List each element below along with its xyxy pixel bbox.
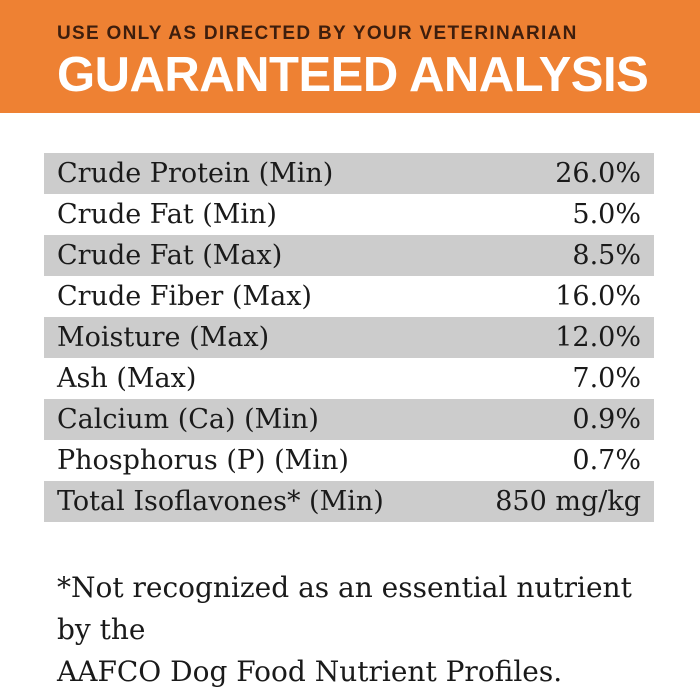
nutrient-value: 26.0% — [555, 158, 641, 189]
nutrient-label: Ash (Max) — [57, 363, 197, 394]
banner: USE ONLY AS DIRECTED BY YOUR VETERINARIA… — [0, 0, 700, 113]
table-row: Ash (Max) 7.0% — [44, 358, 654, 399]
footnote-line-2: AAFCO Dog Food Nutrient Profiles. — [57, 655, 563, 688]
nutrient-label: Moisture (Max) — [57, 322, 270, 353]
nutrient-value: 8.5% — [572, 240, 641, 271]
nutrient-value: 5.0% — [572, 199, 641, 230]
nutrient-value: 7.0% — [572, 363, 641, 394]
footnote-line-1: *Not recognized as an essential nutrient… — [57, 571, 632, 646]
table-row: Calcium (Ca) (Min) 0.9% — [44, 399, 654, 440]
nutrient-value: 0.9% — [572, 404, 641, 435]
table-row: Crude Fat (Min) 5.0% — [44, 194, 654, 235]
table-row: Crude Fiber (Max) 16.0% — [44, 276, 654, 317]
nutrient-label: Crude Fat (Min) — [57, 199, 277, 230]
veterinarian-directive-text: USE ONLY AS DIRECTED BY YOUR VETERINARIA… — [57, 23, 578, 44]
table-row: Crude Protein (Min) 26.0% — [44, 153, 654, 194]
nutrient-label: Crude Protein (Min) — [57, 158, 334, 189]
table-row: Phosphorus (P) (Min) 0.7% — [44, 440, 654, 481]
nutrient-value: 16.0% — [555, 281, 641, 312]
footnote: *Not recognized as an essential nutrient… — [57, 567, 657, 693]
table-row: Crude Fat (Max) 8.5% — [44, 235, 654, 276]
nutrient-label: Crude Fat (Max) — [57, 240, 283, 271]
nutrient-value: 850 mg/kg — [495, 486, 641, 517]
page-title: GUARANTEED ANALYSIS — [57, 48, 649, 102]
nutrient-label: Total Isoflavones* (Min) — [57, 486, 384, 517]
table-row: Total Isoflavones* (Min) 850 mg/kg — [44, 481, 654, 522]
nutrient-label: Calcium (Ca) (Min) — [57, 404, 319, 435]
table-row: Moisture (Max) 12.0% — [44, 317, 654, 358]
nutrient-value: 0.7% — [572, 445, 641, 476]
nutrient-label: Phosphorus (P) (Min) — [57, 445, 349, 476]
analysis-table: Crude Protein (Min) 26.0% Crude Fat (Min) 5… — [44, 153, 654, 522]
nutrient-label: Crude Fiber (Max) — [57, 281, 312, 312]
nutrient-value: 12.0% — [555, 322, 641, 353]
